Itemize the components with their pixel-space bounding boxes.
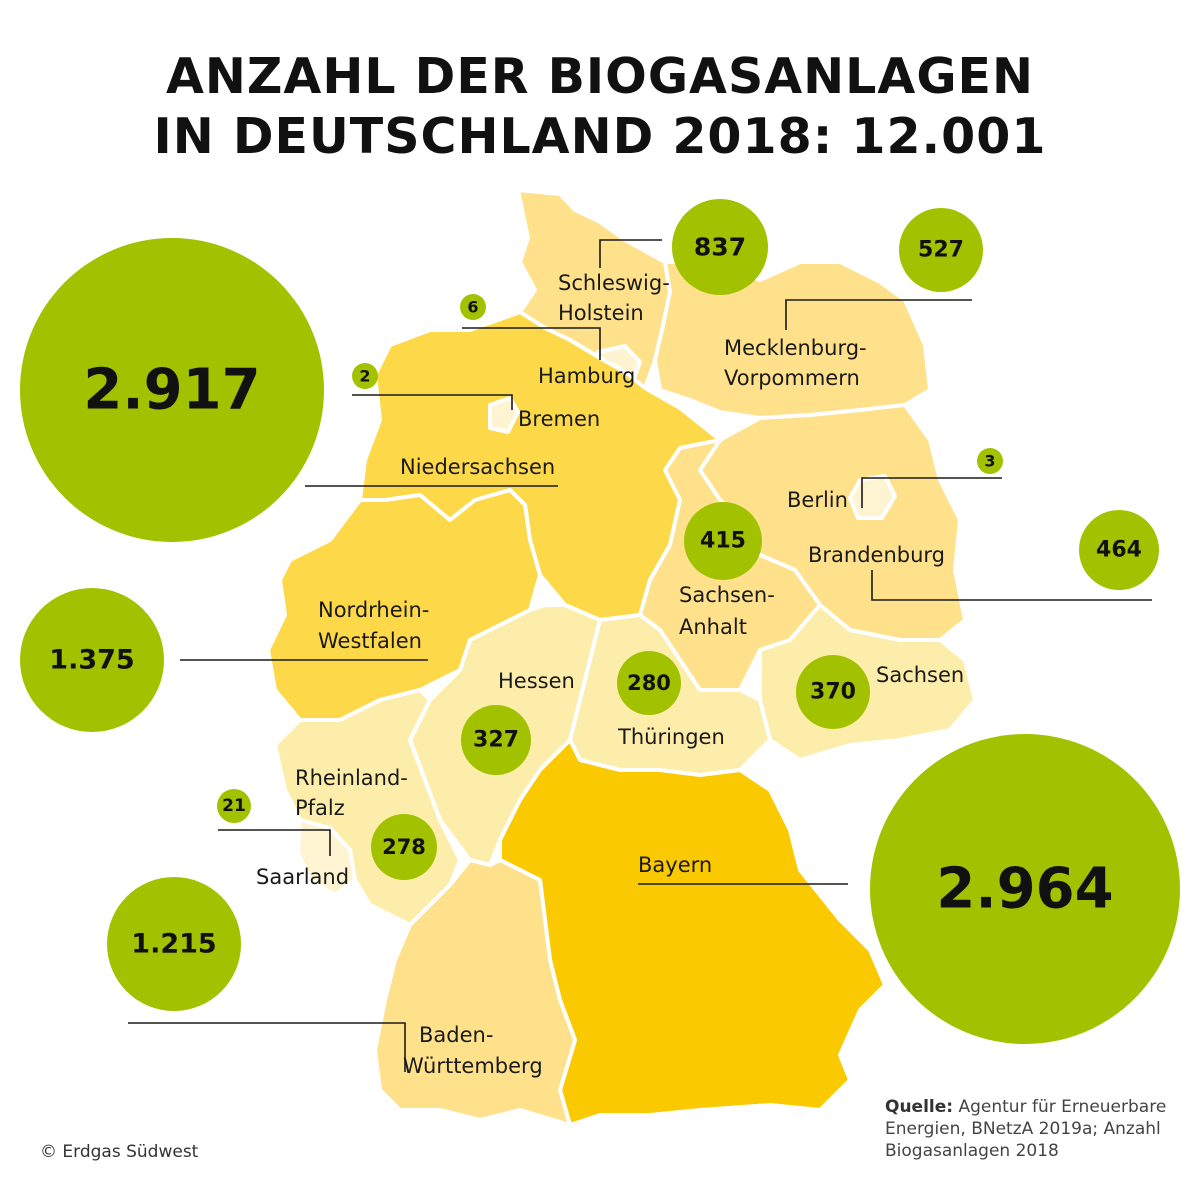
bubble-baden-wuerttemberg [107,877,241,1011]
state-baden-wuerttemberg[interactable] [373,858,577,1127]
bubble-hessen [461,705,531,775]
value-nordrhein-westfalen: 1.375 [49,645,134,676]
source-text-3: Biogasanlagen 2018 [885,1141,1059,1161]
leader-hamburg [462,327,601,360]
value-saarland: 21 [222,796,246,816]
label-sachsen-anhalt-line1: Sachsen- [679,583,775,607]
label-saarland: Saarland [256,865,349,889]
state-shapes [266,188,977,1127]
bubble-saarland [217,789,251,823]
leader-saarland [218,829,331,856]
label-sachsen: Sachsen [876,663,964,687]
value-hamburg: 6 [467,298,478,317]
value-rheinland-pfalz: 278 [382,835,426,859]
label-berlin: Berlin [787,488,848,512]
leader-lines [128,239,1152,1072]
value-bremen: 2 [359,367,370,386]
label-rheinland-pfalz-line2: Pfalz [295,796,345,820]
value-bayern: 2.964 [936,857,1113,922]
label-thueringen: Thüringen [617,725,725,749]
label-schleswig-holstein-line2: Holstein [558,301,644,325]
label-hamburg: Hamburg [538,364,635,388]
state-bremen[interactable] [488,396,520,434]
label-niedersachsen: Niedersachsen [400,455,555,479]
title-line-2: IN DEUTSCHLAND 2018: 12.001 [153,108,1047,165]
value-schleswig-holstein: 837 [694,233,746,262]
label-bayern: Bayern [638,853,712,877]
value-hessen: 327 [473,728,519,753]
leader-schleswig-holstein [599,239,662,268]
source-label: Quelle: [885,1097,954,1117]
label-bremen: Bremen [518,407,600,431]
label-schleswig-holstein-line1: Schleswig- [558,271,670,295]
bubble-rheinland-pfalz [371,814,437,880]
value-bubbles: 837 6 2 527 2.917 3 464 415 1.375 327 28… [20,199,1180,1044]
label-hessen: Hessen [498,669,575,693]
label-mecklenburg-vorpommern-line1: Mecklenburg- [724,336,867,360]
label-nordrhein-westfalen-line2: Westfalen [318,629,422,653]
source-text-2: Energien, BNetzA 2019a; Anzahl [885,1119,1161,1139]
leader-berlin [861,477,1002,508]
label-nordrhein-westfalen-line1: Nordrhein- [318,598,429,622]
bubble-bayern [870,734,1180,1044]
bubble-bremen [352,363,378,389]
source-note: Quelle: Agentur für Erneuerbare Energien… [885,1096,1166,1162]
value-sachsen: 370 [810,680,856,705]
value-niedersachsen: 2.917 [83,358,260,423]
state-labels: Schleswig- Holstein Hamburg Bremen Meckl… [256,271,964,1078]
value-mecklenburg-vorpommern: 527 [918,238,964,263]
value-sachsen-anhalt: 415 [700,529,746,554]
bubble-schleswig-holstein [672,199,768,295]
bubble-berlin [977,448,1003,474]
label-brandenburg: Brandenburg [808,543,945,567]
bubble-hamburg [460,294,486,320]
source-text-1: Agentur für Erneuerbare [953,1097,1167,1117]
title-line-1: ANZAHL DER BIOGASANLAGEN [165,48,1035,105]
copyright-notice: © Erdgas Südwest [40,1142,199,1162]
value-berlin: 3 [984,452,995,471]
label-baden-wuerttemberg-line2: Württemberg [403,1054,543,1078]
bubble-mecklenburg-vorpommern [899,208,983,292]
leader-bremen [352,394,513,410]
label-rheinland-pfalz-line1: Rheinland- [295,766,408,790]
value-brandenburg: 464 [1096,538,1142,563]
leader-mecklenburg-vorpommern [785,299,972,330]
bubble-brandenburg [1079,510,1159,590]
source-line-1: Quelle: Agentur für Erneuerbare [885,1096,1166,1118]
bubble-sachsen-anhalt [684,502,762,580]
state-saarland[interactable] [296,818,357,897]
bubble-sachsen [796,655,870,729]
bubble-niedersachsen [20,238,324,542]
label-mecklenburg-vorpommern-line2: Vorpommern [724,366,860,390]
label-baden-wuerttemberg-line1: Baden- [419,1023,493,1047]
leader-baden-wuerttemberg [128,1022,406,1072]
bubble-nordrhein-westfalen [20,588,164,732]
label-sachsen-anhalt-line2: Anhalt [679,615,747,639]
leader-brandenburg [871,570,1152,601]
value-baden-wuerttemberg: 1.215 [131,929,216,960]
bubble-thueringen [617,651,681,715]
value-thueringen: 280 [627,671,671,695]
